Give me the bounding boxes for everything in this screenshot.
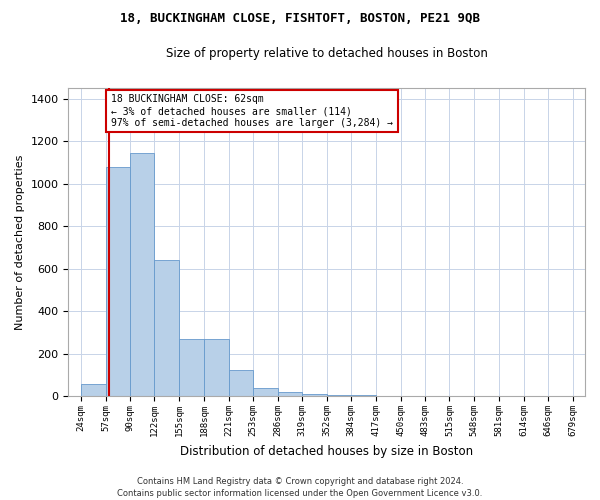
Text: Contains HM Land Registry data © Crown copyright and database right 2024.
Contai: Contains HM Land Registry data © Crown c… [118,476,482,498]
Title: Size of property relative to detached houses in Boston: Size of property relative to detached ho… [166,48,488,60]
X-axis label: Distribution of detached houses by size in Boston: Distribution of detached houses by size … [180,444,473,458]
Y-axis label: Number of detached properties: Number of detached properties [15,154,25,330]
Bar [154,260,179,396]
Bar [278,392,302,396]
Bar [302,394,327,396]
Bar [253,388,278,396]
Bar [81,384,106,396]
Text: 18 BUCKINGHAM CLOSE: 62sqm
← 3% of detached houses are smaller (114)
97% of semi: 18 BUCKINGHAM CLOSE: 62sqm ← 3% of detac… [111,94,393,128]
Bar [229,370,253,396]
Bar [351,395,376,396]
Bar [204,339,229,396]
Bar [179,339,204,396]
Text: 18, BUCKINGHAM CLOSE, FISHTOFT, BOSTON, PE21 9QB: 18, BUCKINGHAM CLOSE, FISHTOFT, BOSTON, … [120,12,480,26]
Bar [106,166,130,396]
Bar [130,153,154,396]
Bar [327,395,351,396]
